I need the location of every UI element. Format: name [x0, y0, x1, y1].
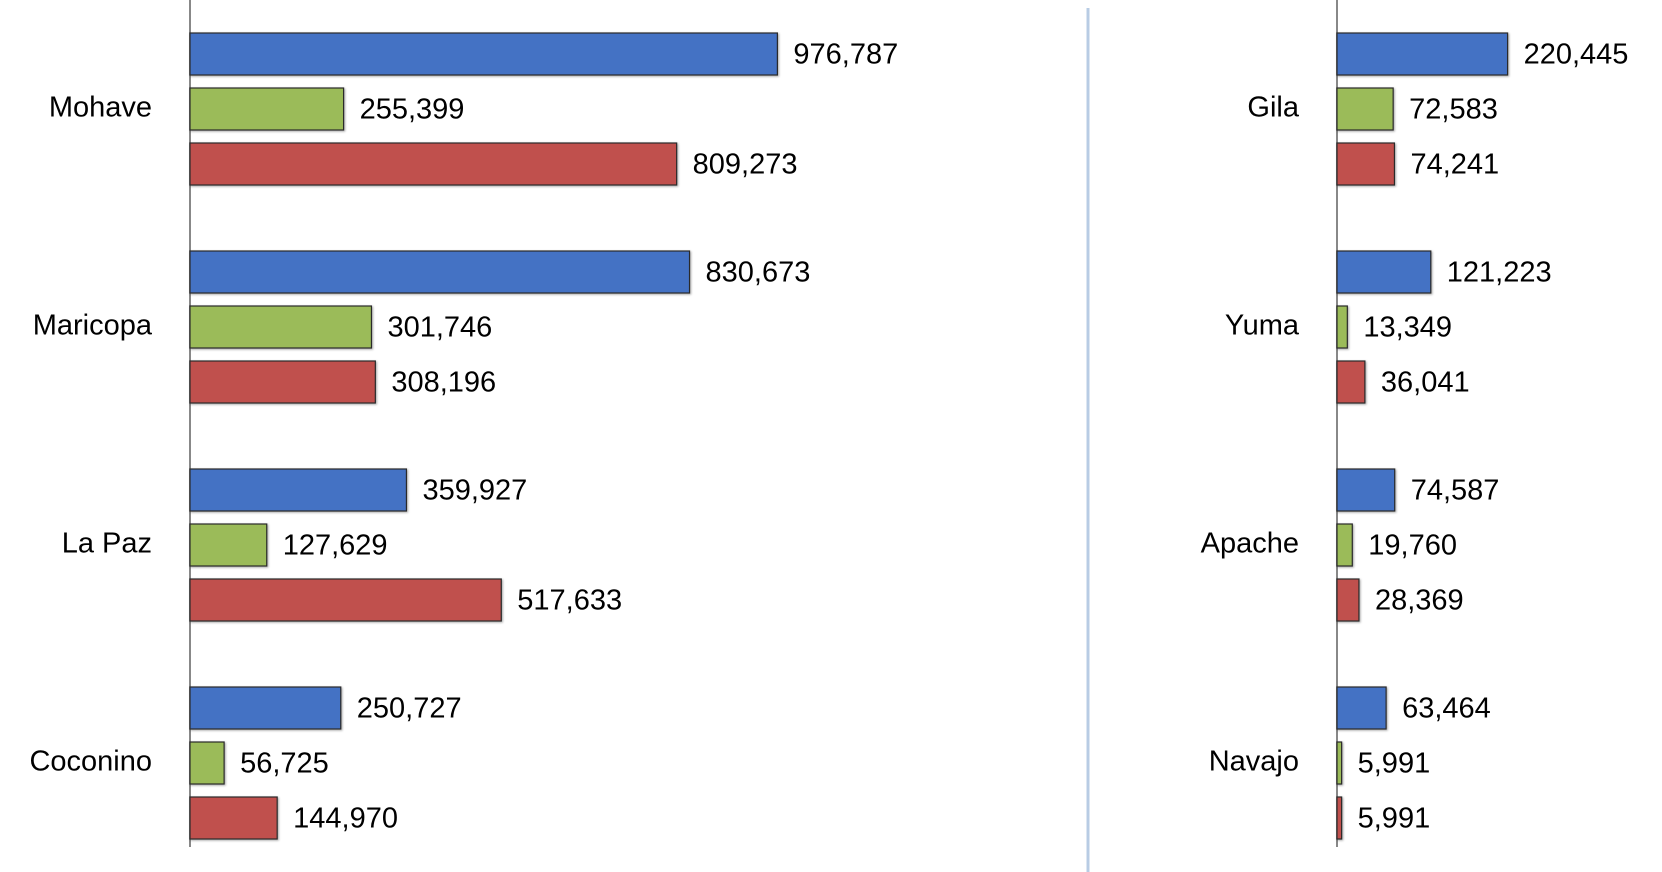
value-label: 517,633	[517, 585, 622, 617]
bar	[189, 360, 376, 404]
bar	[1336, 468, 1396, 512]
value-label: 121,223	[1447, 257, 1552, 289]
bar	[189, 32, 778, 76]
value-label: 127,629	[283, 530, 388, 562]
category-label: Mohave	[49, 92, 152, 124]
category-label: Coconino	[29, 746, 152, 778]
value-label: 250,727	[357, 693, 462, 725]
value-label: 976,787	[793, 39, 898, 71]
value-label: 5,991	[1358, 748, 1431, 780]
value-label: 308,196	[391, 367, 496, 399]
value-label: 74,587	[1411, 475, 1500, 507]
value-label: 220,445	[1524, 39, 1629, 71]
bar	[189, 686, 342, 730]
value-label: 5,991	[1358, 803, 1431, 835]
value-label: 144,970	[293, 803, 398, 835]
category-label: Gila	[1247, 92, 1299, 124]
value-label: 359,927	[422, 475, 527, 507]
bar	[1336, 741, 1343, 785]
bar	[1336, 578, 1360, 622]
value-label: 72,583	[1409, 94, 1498, 126]
value-label: 56,725	[240, 748, 329, 780]
category-label: Apache	[1201, 528, 1299, 560]
value-label: 19,760	[1368, 530, 1457, 562]
bar	[1336, 87, 1394, 131]
bar	[189, 796, 278, 840]
category-label: La Paz	[62, 528, 152, 560]
bar	[189, 305, 373, 349]
value-label: 36,041	[1381, 367, 1470, 399]
value-label: 63,464	[1402, 693, 1491, 725]
bar	[1336, 32, 1509, 76]
bar	[189, 142, 678, 186]
bar	[1336, 796, 1343, 840]
bar	[1336, 142, 1396, 186]
bar	[189, 741, 225, 785]
value-label: 28,369	[1375, 585, 1464, 617]
value-label: 13,349	[1363, 312, 1452, 344]
value-label: 301,746	[387, 312, 492, 344]
value-label: 255,399	[360, 94, 465, 126]
bar	[1336, 523, 1353, 567]
value-label: 809,273	[693, 149, 798, 181]
bar	[189, 87, 345, 131]
bar	[189, 250, 691, 294]
bar	[189, 523, 268, 567]
category-label: Yuma	[1225, 310, 1300, 342]
bar	[189, 578, 502, 622]
category-label: Navajo	[1209, 746, 1299, 778]
bar	[1336, 305, 1348, 349]
bar	[1336, 250, 1432, 294]
bar	[1336, 686, 1387, 730]
bar	[189, 468, 408, 512]
value-label: 830,673	[706, 257, 811, 289]
value-label: 74,241	[1410, 149, 1499, 181]
bar	[1336, 360, 1366, 404]
category-label: Maricopa	[33, 310, 153, 342]
